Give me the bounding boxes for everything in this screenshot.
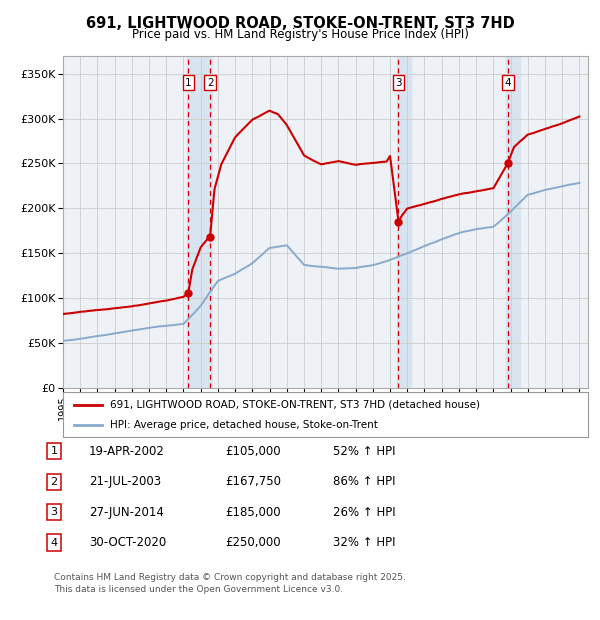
Text: 2: 2	[207, 78, 214, 87]
Text: 691, LIGHTWOOD ROAD, STOKE-ON-TRENT, ST3 7HD: 691, LIGHTWOOD ROAD, STOKE-ON-TRENT, ST3…	[86, 16, 514, 31]
Text: 21-JUL-2003: 21-JUL-2003	[89, 476, 161, 488]
Text: HPI: Average price, detached house, Stoke-on-Trent: HPI: Average price, detached house, Stok…	[110, 420, 378, 430]
Text: 4: 4	[50, 538, 58, 547]
Text: 27-JUN-2014: 27-JUN-2014	[89, 506, 164, 518]
Bar	[187, 56, 212, 388]
Text: 26% ↑ HPI: 26% ↑ HPI	[333, 506, 395, 518]
Bar	[397, 56, 410, 388]
Text: This data is licensed under the Open Government Licence v3.0.: This data is licensed under the Open Gov…	[54, 585, 343, 594]
Text: £105,000: £105,000	[225, 445, 281, 458]
Text: 52% ↑ HPI: 52% ↑ HPI	[333, 445, 395, 458]
Text: £185,000: £185,000	[225, 506, 281, 518]
Text: 3: 3	[50, 507, 58, 517]
Text: 30-OCT-2020: 30-OCT-2020	[89, 536, 166, 549]
Text: £250,000: £250,000	[225, 536, 281, 549]
Text: £167,750: £167,750	[225, 476, 281, 488]
Text: Price paid vs. HM Land Registry's House Price Index (HPI): Price paid vs. HM Land Registry's House …	[131, 28, 469, 41]
Bar	[506, 56, 520, 388]
Text: 691, LIGHTWOOD ROAD, STOKE-ON-TRENT, ST3 7HD (detached house): 691, LIGHTWOOD ROAD, STOKE-ON-TRENT, ST3…	[110, 399, 480, 410]
Text: 19-APR-2002: 19-APR-2002	[89, 445, 164, 458]
Text: 86% ↑ HPI: 86% ↑ HPI	[333, 476, 395, 488]
Text: 1: 1	[50, 446, 58, 456]
Text: 32% ↑ HPI: 32% ↑ HPI	[333, 536, 395, 549]
Text: 1: 1	[185, 78, 192, 87]
Text: Contains HM Land Registry data © Crown copyright and database right 2025.: Contains HM Land Registry data © Crown c…	[54, 572, 406, 582]
Text: 4: 4	[505, 78, 511, 87]
Text: 3: 3	[395, 78, 402, 87]
Text: 2: 2	[50, 477, 58, 487]
